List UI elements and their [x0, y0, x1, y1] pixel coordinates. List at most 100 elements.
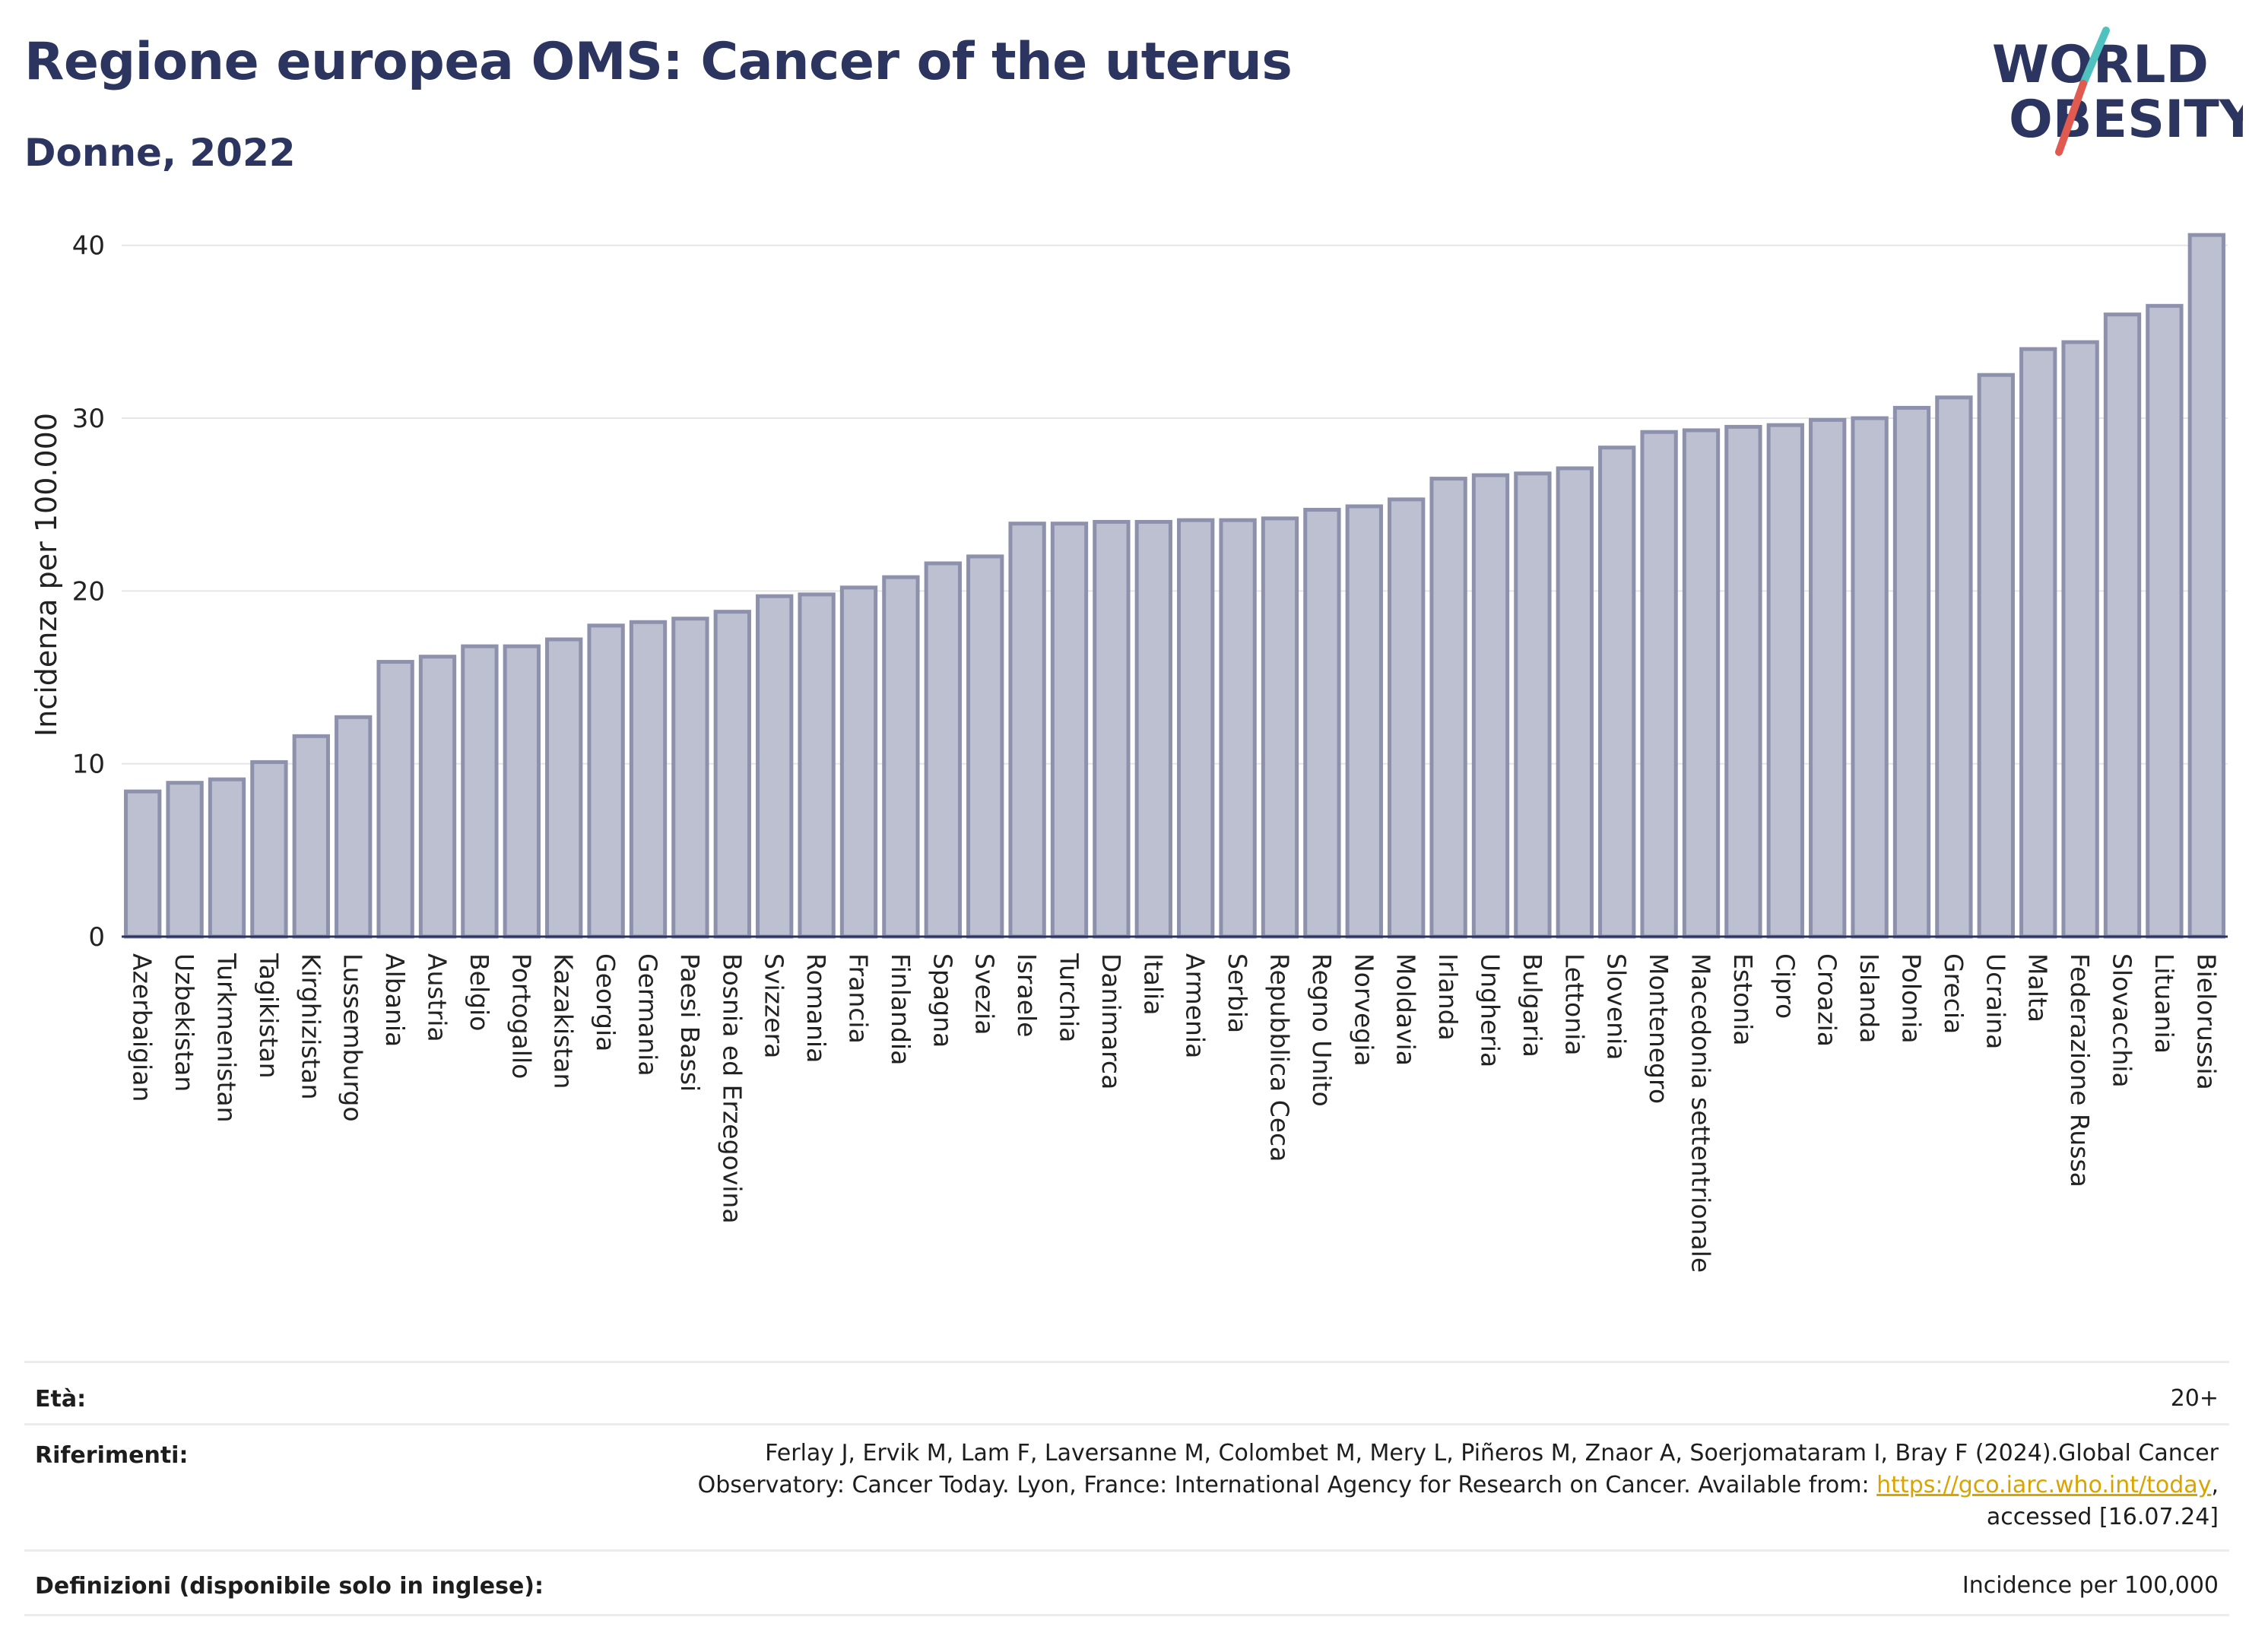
world-obesity-logo: WORLD OBESITY — [1992, 27, 2243, 156]
bar — [1598, 446, 1636, 939]
x-tick-label: Moldavia — [1391, 953, 1421, 1066]
x-tick-label: Germania — [633, 953, 663, 1076]
bar — [1892, 405, 1931, 939]
x-tick-label: Turkmenistan — [212, 953, 242, 1123]
x-tick-label: Finlandia — [886, 953, 915, 1065]
x-tick-label: Malta — [2023, 953, 2053, 1023]
x-tick-label: Svezia — [970, 953, 1000, 1035]
age-value: 20+ — [2170, 1385, 2219, 1412]
x-tick-label: Danimarca — [1096, 953, 1126, 1089]
logo-line2: OBESITY — [2009, 90, 2243, 150]
x-tick-label: Macedonia settentrionale — [1686, 953, 1716, 1273]
y-tick-label: 30 — [72, 404, 105, 434]
age-label: Età: — [35, 1386, 87, 1413]
x-tick-label: Georgia — [591, 953, 620, 1051]
x-tick-label: Paesi Bassi — [675, 953, 705, 1092]
bar — [1809, 417, 1847, 939]
x-tick-label: Israele — [1012, 953, 1042, 1038]
bar — [1935, 395, 1973, 939]
chart-subtitle: Donne, 2022 — [24, 131, 296, 175]
bar — [1008, 522, 1046, 939]
bar — [1724, 424, 1762, 939]
x-tick-label: Francia — [844, 953, 874, 1044]
chart-title: Regione europea OMS: Cancer of the uteru… — [24, 32, 1293, 92]
bar — [1471, 473, 1510, 939]
bar — [1514, 471, 1552, 939]
bar — [335, 715, 373, 939]
x-tick-label: Turchia — [1055, 953, 1084, 1042]
bar — [839, 585, 878, 939]
x-tick-label: Tagikistan — [254, 953, 284, 1079]
bar — [966, 554, 1004, 939]
bar — [376, 660, 414, 939]
info-row-references: Riferimenti: Ferlay J, Ervik M, Lam F, L… — [24, 1423, 2229, 1552]
bar — [924, 561, 962, 939]
bar — [1851, 416, 1889, 939]
x-tick-label: Estonia — [1728, 953, 1758, 1045]
x-tick-label: Regno Unito — [1307, 953, 1337, 1107]
references-label: Riferimenti: — [35, 1442, 189, 1469]
bar — [208, 777, 246, 939]
bar — [2103, 312, 2142, 939]
bar — [1219, 518, 1257, 939]
info-row-age: Età: 20+ — [24, 1361, 2229, 1425]
bar — [1050, 522, 1089, 939]
bar — [1388, 497, 1426, 939]
x-tick-label: Islanda — [1854, 953, 1884, 1043]
x-tick-label: Croazia — [1813, 953, 1842, 1047]
bar — [1429, 477, 1467, 939]
x-tick-label: Azerbaigian — [128, 953, 157, 1102]
bar-chart: 0 10 20 30 40 Incidenza per 100.000 Azerbaigia… — [30, 231, 2228, 1273]
bar — [756, 594, 794, 939]
references-line1: Ferlay J, Ervik M, Lam F, Laversanne M, … — [765, 1440, 2219, 1467]
x-tick-label: Federazione Russa — [2065, 953, 2095, 1187]
logo-slash-top — [2079, 27, 2110, 87]
x-tick-label: Spagna — [928, 953, 957, 1048]
x-tick-label: Repubblica Ceca — [1265, 953, 1295, 1162]
x-tick-label: Italia — [1138, 953, 1168, 1015]
bar — [166, 781, 204, 939]
y-tick-label: 20 — [72, 576, 105, 607]
bar — [292, 734, 330, 939]
x-tick-label: Austria — [423, 953, 452, 1042]
x-tick-label: Montenegro — [1644, 953, 1673, 1104]
bar — [418, 655, 457, 939]
bar — [1682, 428, 1721, 939]
bar — [1766, 423, 1804, 939]
x-tick-label: Kirghizistan — [296, 953, 325, 1100]
references-value: Ferlay J, Ervik M, Lam F, Laversanne M, … — [698, 1438, 2219, 1533]
references-link[interactable]: https://gco.iarc.who.int/today — [1876, 1472, 2212, 1498]
x-tick-label: Grecia — [1939, 953, 1968, 1034]
x-tick-label: Serbia — [1223, 953, 1252, 1033]
bar — [882, 575, 920, 939]
x-tick-label: Bosnia ed Erzegovina — [717, 953, 747, 1224]
bar — [1134, 519, 1172, 939]
bar — [587, 623, 625, 939]
bar — [250, 759, 288, 939]
bar — [1303, 508, 1341, 939]
bar — [461, 644, 499, 939]
x-tick-label: Romania — [801, 953, 831, 1063]
x-tick-label: Ucraina — [1981, 953, 2010, 1049]
references-line2-end: , — [2211, 1472, 2219, 1498]
x-tick-label: Ungheria — [1476, 953, 1505, 1067]
x-tick-label: Lettonia — [1559, 953, 1589, 1055]
bar — [1556, 466, 1594, 939]
x-tick-label: Albania — [380, 953, 410, 1047]
bar — [2019, 347, 2057, 939]
y-tick-label: 10 — [72, 750, 105, 780]
references-line2-text: Observatory: Cancer Today. Lyon, France:… — [697, 1472, 1877, 1498]
bar — [1640, 430, 1678, 939]
bar — [124, 789, 162, 939]
x-tick-label: Svizzera — [760, 953, 789, 1058]
x-tick-label: Uzbekistan — [170, 953, 199, 1092]
x-tick-label: Norvegia — [1349, 953, 1378, 1067]
x-tick-label: Armenia — [1181, 953, 1210, 1058]
x-tick-label: Irlanda — [1433, 953, 1463, 1041]
bar — [1177, 518, 1215, 939]
bar — [798, 592, 836, 939]
bar — [671, 617, 709, 939]
definitions-label: Definizioni (disponibile solo in inglese… — [35, 1573, 544, 1600]
bar — [2061, 340, 2099, 939]
x-tick-label: Belgio — [465, 953, 494, 1031]
